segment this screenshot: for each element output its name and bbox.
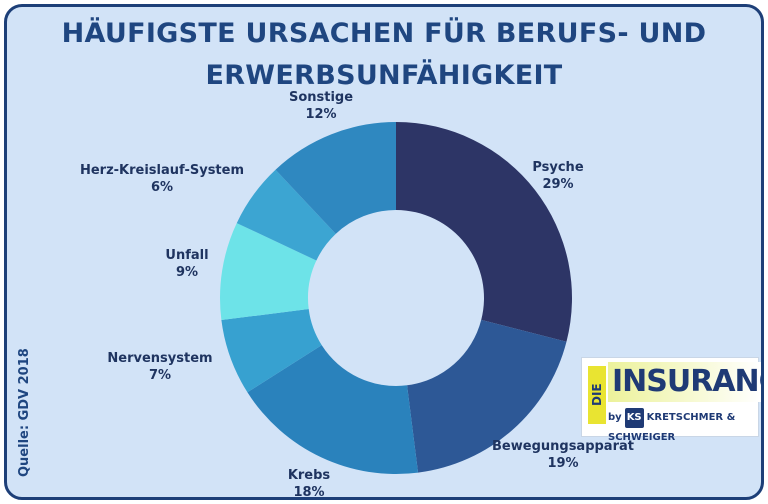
donut-chart xyxy=(220,122,572,474)
logo-company: KRETSCHMER & SCHWEIGER xyxy=(608,412,736,443)
slice-label-sonstige: Sonstige 12% xyxy=(211,89,431,123)
chart-title-line-2: ERWERBSUNFÄHIGKEIT xyxy=(205,60,563,91)
slice-herz-kreislauf-system xyxy=(236,169,336,261)
logo-by: by xyxy=(608,412,622,423)
slice-label-value: 18% xyxy=(293,485,325,500)
slice-nervensystem xyxy=(221,309,322,393)
slice-label-name: Herz-Kreislauf-System xyxy=(79,163,245,178)
slice-label-nervensystem: Nervensystem 7% xyxy=(50,350,270,384)
logo-prefix: DIE xyxy=(588,366,606,424)
slice-unfall xyxy=(220,223,317,321)
logo-byline: by KS KRETSCHMER & SCHWEIGER xyxy=(608,408,758,448)
slice-krebs xyxy=(247,345,419,474)
slice-psyche xyxy=(396,122,572,342)
slice-label-name: Unfall xyxy=(165,248,209,263)
slice-label-value: 12% xyxy=(305,107,337,122)
slice-bewegungsapparat xyxy=(407,319,567,473)
logo-ks-badge: KS xyxy=(624,408,644,428)
logo-name: INSURANCER xyxy=(608,362,761,402)
slice-label-name: Nervensystem xyxy=(107,351,213,366)
slice-sonstige xyxy=(275,122,396,234)
slice-label-value: 6% xyxy=(150,180,174,195)
slice-label-bewegungsapparat: Bewegungsapparat 19% xyxy=(453,438,673,472)
slice-label-name: Krebs xyxy=(287,468,331,483)
chart-title-line-1: HÄUFIGSTE URSACHEN FÜR BERUFS- UND xyxy=(61,18,707,49)
slice-label-unfall: Unfall 9% xyxy=(77,247,297,281)
slice-label-value: 7% xyxy=(148,368,172,383)
slice-label-name: Psyche xyxy=(532,160,584,175)
slice-label-herz-kreislauf-system: Herz-Kreislauf-System 6% xyxy=(52,162,272,196)
slice-label-psyche: Psyche 29% xyxy=(448,159,668,193)
slice-label-value: 29% xyxy=(542,177,574,192)
slice-label-name: Sonstige xyxy=(288,90,354,105)
slice-label-krebs: Krebs 18% xyxy=(199,467,419,500)
slice-label-name: Bewegungsapparat xyxy=(492,439,634,454)
chart-title: HÄUFIGSTE URSACHEN FÜR BERUFS- UND ERWER… xyxy=(7,13,761,97)
infographic-card: HÄUFIGSTE URSACHEN FÜR BERUFS- UND ERWER… xyxy=(4,4,764,500)
slice-label-value: 9% xyxy=(175,265,199,280)
source-note: Quelle: GDV 2018 xyxy=(17,348,32,477)
slice-label-value: 19% xyxy=(547,456,579,471)
